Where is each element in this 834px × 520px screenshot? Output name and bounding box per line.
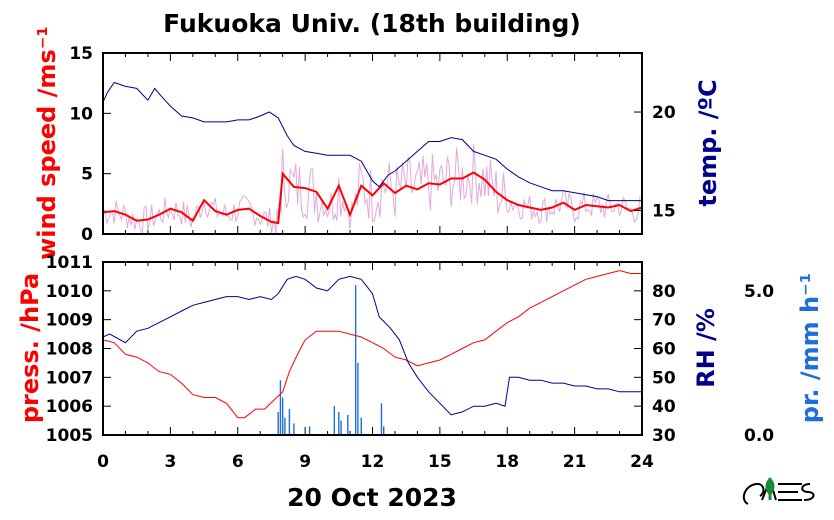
pressure-axis: 1005 1006 1007 1008 1009 1010 1011 — [46, 253, 111, 446]
institution-logo — [742, 476, 815, 505]
y-tick-label: 1007 — [46, 368, 93, 388]
y-tick-label: 5 — [81, 165, 93, 185]
precipitation-axis-label: pr. /mm h⁻¹ — [796, 273, 824, 423]
y-tick-label: 5.0 — [744, 282, 774, 302]
temperature-axis-label: temp. /ºC — [694, 79, 722, 206]
pressure-line — [102, 270, 642, 419]
y-tick-label: 0 — [81, 225, 93, 245]
y-tick-label: 1009 — [46, 311, 93, 331]
y-tick-label: 0.0 — [744, 426, 774, 446]
relative-humidity-axis-label: RH /% — [692, 308, 720, 388]
top-plot-frame — [102, 52, 643, 235]
wind-speed-axis: 0 5 10 15 — [69, 44, 111, 245]
pressure-axis-label: press. /hPa — [16, 273, 44, 423]
precipitation-axis: 0.0 5.0 — [744, 282, 774, 446]
y-tick-label: 80 — [652, 282, 676, 302]
y-tick-label: 1008 — [46, 340, 93, 360]
x-tick-label: 9 — [299, 452, 311, 472]
y-tick-label: 15 — [69, 44, 93, 64]
y-tick-label: 15 — [652, 201, 676, 221]
y-tick-label: 30 — [652, 426, 676, 446]
wind-speed-line — [102, 171, 643, 225]
y-tick-label: 50 — [652, 368, 676, 388]
x-tick-label: 21 — [563, 452, 587, 472]
x-tick-label: 15 — [428, 452, 452, 472]
x-tick-label: 18 — [495, 452, 519, 472]
y-tick-label: 1010 — [46, 282, 93, 302]
bottom-plot-frame — [102, 261, 643, 436]
y-tick-label: 1005 — [46, 426, 93, 446]
y-tick-label: 40 — [652, 397, 676, 417]
wind-fluctuation-band — [102, 143, 641, 235]
y-tick-label: 10 — [69, 104, 93, 124]
y-tick-label: 1011 — [46, 253, 93, 273]
relative-humidity-axis: 30 40 50 60 70 80 — [634, 282, 676, 446]
temperature-line — [102, 81, 642, 202]
y-tick-label: 70 — [652, 311, 676, 331]
wind-speed-axis-label: wind speed /ms⁻¹ — [33, 26, 61, 260]
precipitation-bars — [277, 285, 385, 435]
x-tick-labels: 0 3 6 9 12 15 18 21 24 — [97, 452, 654, 472]
y-tick-label: 20 — [652, 103, 676, 123]
date-label: 20 Oct 2023 — [287, 483, 457, 512]
bottom-x-ticks — [102, 262, 643, 435]
x-tick-label: 12 — [361, 452, 385, 472]
relative-humidity-line — [102, 275, 642, 416]
x-tick-label: 6 — [232, 452, 244, 472]
y-tick-label: 60 — [652, 340, 676, 360]
y-tick-label: 1006 — [46, 397, 93, 417]
x-tick-label: 24 — [630, 452, 654, 472]
chart-title: Fukuoka Univ. (18th building) — [163, 9, 581, 38]
x-tick-label: 0 — [97, 452, 109, 472]
x-tick-label: 3 — [164, 452, 176, 472]
